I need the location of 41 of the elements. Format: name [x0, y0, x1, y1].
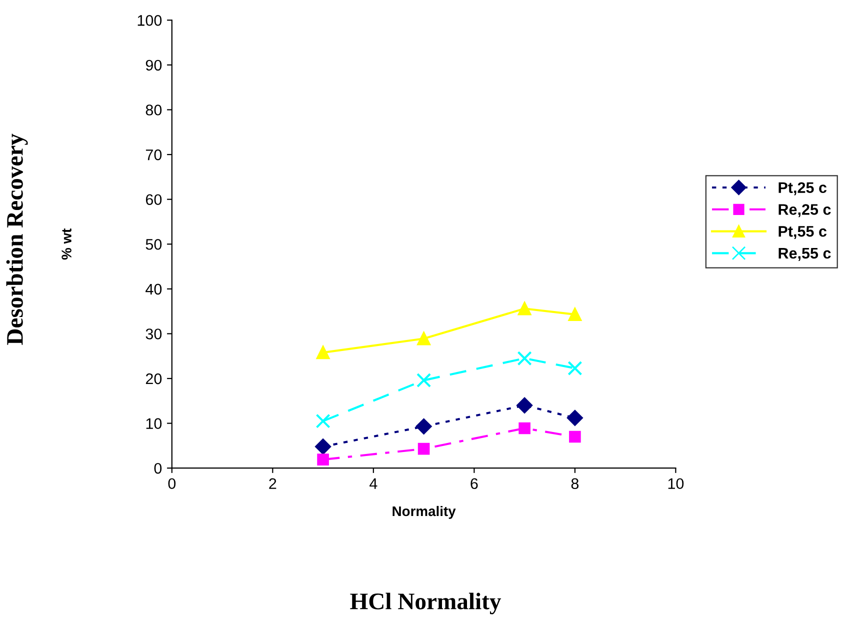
point [516, 397, 532, 414]
point [315, 438, 331, 455]
y-axis-title: % wt [62, 228, 72, 260]
y-tick-label: 80 [146, 104, 162, 116]
point [569, 430, 581, 443]
x-tick-label: 2 [269, 478, 276, 489]
legend-label: Re,55 c [778, 248, 831, 261]
y-tick-label: 10 [146, 418, 162, 429]
text: Desorbtion Recovery [6, 134, 28, 345]
point [518, 302, 532, 316]
x-tick-label: 10 [668, 478, 684, 490]
text: HCl Normality [350, 592, 502, 614]
x-tick-label: 6 [470, 478, 478, 490]
x-axis-title: Normality [392, 506, 456, 519]
legend-label: Pt,55 c [778, 226, 827, 239]
point [416, 418, 432, 434]
y-tick-label: 100 [138, 15, 162, 26]
point [418, 442, 430, 455]
point [417, 332, 430, 346]
y-tick-label: 90 [146, 60, 162, 71]
y-tick-label: 50 [146, 238, 162, 250]
x-tick-label: 4 [370, 478, 378, 489]
y-tick-label: 40 [146, 284, 162, 295]
point [567, 410, 583, 426]
y-tick-label: 60 [146, 194, 162, 206]
y-tick-label: 70 [146, 149, 162, 160]
point [317, 454, 329, 466]
point [517, 351, 532, 366]
legend-label: Pt,25 c [778, 182, 827, 196]
y-tick-label: 0 [154, 462, 162, 474]
y-tick-label: 20 [146, 373, 162, 384]
y-tick-label: 30 [146, 328, 162, 340]
point [416, 373, 432, 388]
point [316, 346, 330, 360]
legend-label: Re,25 c [778, 204, 831, 218]
point [518, 422, 530, 434]
point [568, 308, 582, 322]
point [316, 414, 330, 428]
point [568, 360, 582, 376]
x-tick-label: 0 [168, 478, 176, 490]
x-tick-label: 8 [571, 478, 579, 490]
